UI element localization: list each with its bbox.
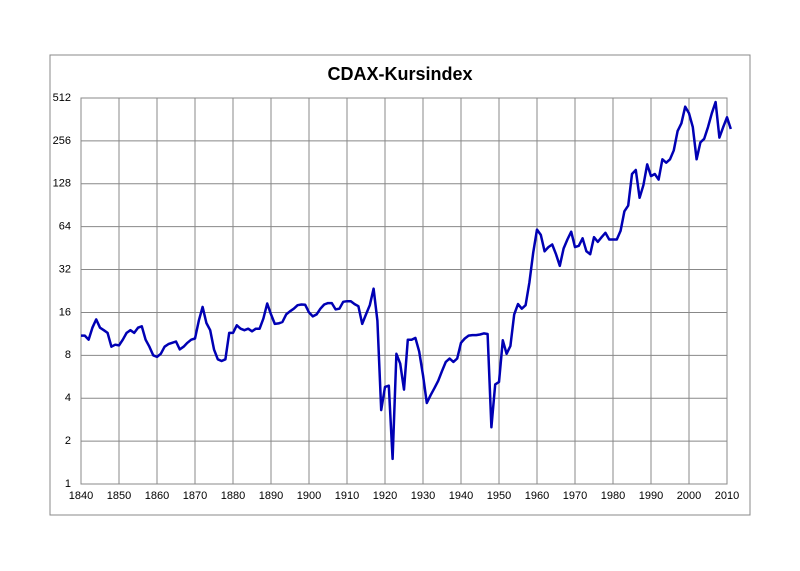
x-tick-label: 2000	[677, 490, 701, 502]
y-tick-label: 1	[65, 478, 71, 490]
y-tick-label: 256	[53, 135, 71, 147]
chart-frame	[49, 54, 751, 516]
x-tick-label: 1880	[221, 490, 245, 502]
x-tick-label: 1920	[373, 490, 397, 502]
x-tick-label: 1910	[335, 490, 359, 502]
x-tick-label: 1890	[259, 490, 283, 502]
x-tick-label: 1840	[69, 490, 93, 502]
y-tick-label: 32	[59, 263, 71, 275]
x-tick-label: 2010	[715, 490, 739, 502]
x-tick-label: 1990	[639, 490, 663, 502]
y-tick-label: 64	[59, 221, 71, 233]
x-tick-label: 1980	[601, 490, 625, 502]
y-tick-label: 8	[65, 349, 71, 361]
x-tick-label: 1960	[525, 490, 549, 502]
x-tick-label: 1900	[297, 490, 321, 502]
plot-border	[80, 97, 728, 485]
y-tick-label: 16	[59, 306, 71, 318]
x-tick-label: 1930	[411, 490, 435, 502]
chart-title: CDAX-Kursindex	[327, 64, 472, 84]
x-tick-label: 1860	[145, 490, 169, 502]
x-tick-label: 1870	[183, 490, 207, 502]
x-tick-label: 1950	[487, 490, 511, 502]
y-tick-label: 4	[65, 392, 71, 404]
line-series	[81, 100, 732, 461]
y-tick-label: 128	[53, 178, 71, 190]
y-tick-label: 512	[53, 92, 71, 104]
x-tick-label: 1850	[107, 490, 131, 502]
y-tick-label: 2	[65, 435, 71, 447]
x-tick-label: 1940	[449, 490, 473, 502]
x-tick-label: 1970	[563, 490, 587, 502]
